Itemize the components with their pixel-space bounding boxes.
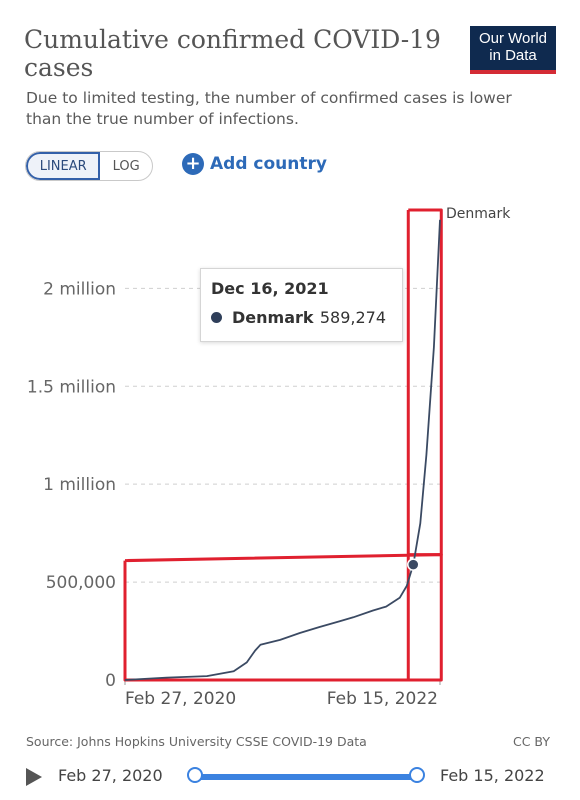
highlight-point	[407, 558, 420, 571]
plus-circle-icon: +	[182, 153, 204, 175]
hover-tooltip: Dec 16, 2021 Denmark 589,274	[200, 268, 403, 342]
source-link[interactable]: Source: Johns Hopkins University CSSE CO…	[26, 734, 367, 749]
tooltip-row: Denmark 589,274	[211, 308, 392, 327]
linear-scale-button[interactable]: LINEAR	[26, 152, 101, 180]
timeline-end-handle[interactable]	[409, 767, 425, 783]
logo-line-1: Our World	[478, 30, 548, 47]
timeline-track[interactable]	[195, 774, 417, 780]
tooltip-value: 589,274	[319, 308, 386, 327]
x-tick-label: Feb 27, 2020	[125, 689, 236, 709]
timeline-end-label: Feb 15, 2022	[440, 766, 545, 785]
chart-subtitle: Due to limited testing, the number of co…	[26, 89, 512, 128]
y-tick-label: 0	[105, 671, 116, 691]
timeline-start-handle[interactable]	[187, 767, 203, 783]
series-line-denmark	[124, 219, 441, 681]
logo-line-2: in Data	[489, 47, 537, 64]
y-tick-label: 1.5 million	[27, 377, 116, 397]
tooltip-date: Dec 16, 2021	[211, 279, 329, 298]
owid-logo[interactable]: Our World in Data	[470, 26, 556, 74]
series-dot-icon	[211, 312, 222, 323]
annotation-box-upper	[406, 208, 443, 557]
annotation-box-lower	[123, 553, 443, 682]
x-tick-label: Feb 15, 2022	[327, 689, 438, 709]
scale-toggle: LINEAR LOG	[25, 151, 153, 181]
y-tick-label: 500,000	[46, 573, 116, 593]
tooltip-series-name: Denmark	[232, 308, 314, 327]
play-icon[interactable]	[26, 768, 42, 786]
chart-title: Cumulative confirmed COVID-19 cases	[24, 25, 441, 82]
timeline-start-label: Feb 27, 2020	[58, 766, 163, 785]
line-chart[interactable]: 0 500,000 1 million 1.5 million 2 million Fe…	[0, 190, 580, 720]
series-label-denmark: Denmark	[446, 206, 511, 222]
timeline-slider: Feb 27, 2020 Feb 15, 2022	[0, 760, 580, 794]
y-tick-label: 1 million	[43, 475, 116, 495]
logo-accent-bar	[470, 70, 556, 74]
y-tick-label: 2 million	[43, 279, 116, 299]
add-country-button[interactable]: + Add country	[182, 153, 327, 175]
add-country-label: Add country	[210, 154, 327, 174]
license-link[interactable]: CC BY	[513, 734, 550, 749]
log-scale-button[interactable]: LOG	[112, 158, 140, 174]
